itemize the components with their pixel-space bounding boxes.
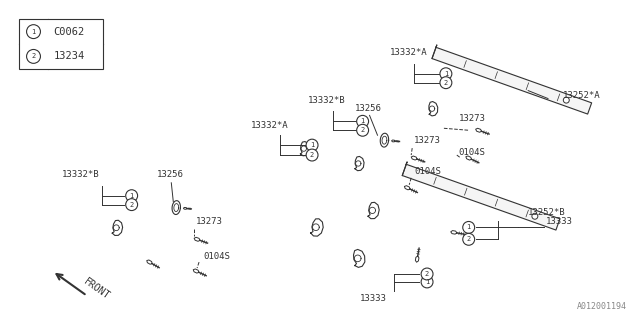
- Text: 1: 1: [129, 193, 134, 199]
- Text: 1: 1: [467, 224, 471, 230]
- Circle shape: [463, 233, 475, 245]
- Text: 2: 2: [31, 53, 36, 60]
- Polygon shape: [432, 47, 591, 114]
- Text: A012001194: A012001194: [577, 302, 627, 311]
- Text: 2: 2: [467, 236, 471, 242]
- Text: 13273: 13273: [414, 136, 441, 145]
- Circle shape: [440, 68, 452, 80]
- Text: FRONT: FRONT: [82, 276, 112, 301]
- Text: 0104S: 0104S: [203, 252, 230, 261]
- Text: 13332*A: 13332*A: [389, 48, 427, 57]
- Text: 1: 1: [360, 118, 365, 124]
- Text: 13333: 13333: [546, 217, 573, 226]
- Text: 13234: 13234: [53, 52, 84, 61]
- Text: 2: 2: [360, 127, 365, 133]
- Text: C0062: C0062: [53, 27, 84, 36]
- Circle shape: [27, 25, 40, 39]
- Text: 1: 1: [310, 142, 314, 148]
- Text: 2: 2: [310, 152, 314, 158]
- Text: 13273: 13273: [196, 217, 223, 226]
- Text: 13332*A: 13332*A: [251, 121, 288, 130]
- Text: 1: 1: [31, 28, 36, 35]
- Text: 2: 2: [425, 271, 429, 277]
- Text: 2: 2: [444, 80, 448, 86]
- Text: 13332*B: 13332*B: [308, 96, 346, 105]
- Circle shape: [356, 116, 369, 127]
- Circle shape: [356, 124, 369, 136]
- Circle shape: [421, 268, 433, 280]
- Circle shape: [125, 199, 138, 211]
- Circle shape: [306, 139, 318, 151]
- Text: 13252*B: 13252*B: [528, 208, 566, 217]
- Circle shape: [532, 213, 538, 219]
- Text: 13256: 13256: [355, 104, 381, 113]
- Text: 1: 1: [444, 71, 448, 77]
- Circle shape: [440, 77, 452, 89]
- Text: 13332*B: 13332*B: [62, 170, 100, 180]
- Text: 0104S: 0104S: [414, 167, 441, 176]
- Circle shape: [27, 50, 40, 63]
- Text: 13273: 13273: [459, 114, 486, 123]
- Text: 13252*A: 13252*A: [563, 91, 600, 100]
- Circle shape: [306, 149, 318, 161]
- Polygon shape: [403, 164, 560, 230]
- Circle shape: [563, 97, 569, 103]
- Text: 2: 2: [129, 202, 134, 208]
- Text: 13256: 13256: [156, 170, 183, 180]
- Bar: [19, 19, 103, 69]
- Text: 0104S: 0104S: [459, 148, 486, 156]
- Text: 1: 1: [425, 279, 429, 285]
- Circle shape: [125, 190, 138, 202]
- Circle shape: [463, 221, 475, 233]
- Text: 13333: 13333: [360, 294, 387, 303]
- Circle shape: [421, 276, 433, 288]
